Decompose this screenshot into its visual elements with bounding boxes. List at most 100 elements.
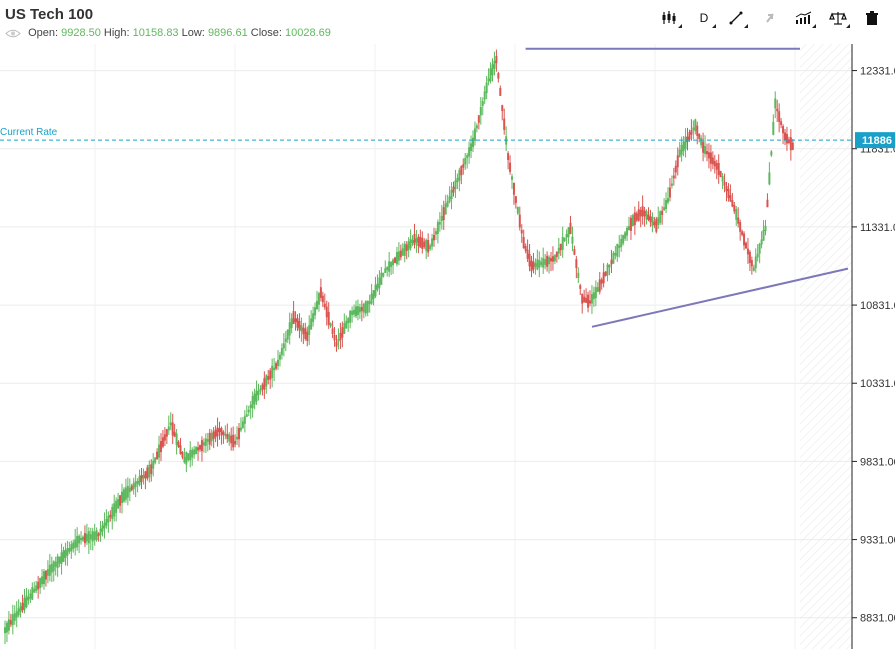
candle-body	[394, 257, 396, 263]
candle-body	[337, 338, 340, 342]
candle-body	[553, 255, 556, 262]
candle-body	[284, 338, 287, 343]
candle-body	[485, 82, 488, 94]
candle-body	[376, 283, 379, 290]
candle-body	[253, 393, 256, 405]
candle-body	[17, 608, 20, 616]
candle-body	[374, 284, 377, 297]
candle-body	[7, 619, 10, 631]
candle-body	[263, 378, 266, 390]
candle-body	[171, 422, 174, 436]
candlestick-icon[interactable]	[658, 8, 682, 28]
candle-body	[475, 125, 478, 129]
candle-body	[364, 301, 367, 314]
trash-icon[interactable]	[860, 8, 884, 28]
candle-body	[667, 198, 669, 203]
candle-body	[585, 297, 588, 303]
candle-body	[592, 292, 595, 300]
candle-body	[473, 128, 476, 141]
indicators-icon[interactable]	[792, 8, 816, 28]
candle-body	[21, 602, 24, 611]
candle-body	[690, 130, 693, 135]
candle-body	[444, 203, 447, 215]
candle-body	[511, 176, 513, 180]
candle-body	[191, 449, 194, 458]
candle-body	[306, 331, 309, 341]
candle-body	[312, 313, 315, 322]
candle-body	[522, 237, 525, 249]
candle-body	[228, 434, 231, 442]
link-icon[interactable]	[758, 8, 782, 28]
candle-body	[427, 240, 430, 253]
candle-body	[581, 294, 584, 304]
candle-body	[707, 152, 710, 159]
candle-body	[314, 307, 317, 316]
candle-body	[271, 365, 274, 379]
candle-body	[774, 98, 777, 109]
candle-body	[709, 152, 712, 164]
candle-body	[729, 195, 732, 202]
candle-body	[290, 318, 293, 329]
candle-body	[78, 535, 81, 544]
candle-body	[764, 225, 767, 232]
candle-body	[635, 213, 638, 221]
candle-body	[758, 243, 761, 254]
candle-body	[206, 439, 209, 442]
candle-body	[251, 395, 254, 409]
y-tick-label: 10831.0	[860, 300, 895, 312]
candle-body	[255, 390, 258, 402]
period-label: D	[699, 11, 709, 25]
ohlc-readout: Open: 9928.50 High: 10158.83 Low: 9896.6…	[5, 27, 331, 39]
period-button[interactable]: D	[692, 8, 716, 28]
candle-body	[530, 260, 533, 272]
candle-body	[460, 166, 463, 176]
candle-body	[349, 311, 352, 323]
draw-line-icon[interactable]	[724, 8, 748, 28]
candle-body	[195, 446, 198, 454]
candle-body	[512, 182, 515, 195]
candle-body	[434, 231, 437, 235]
candle-body	[267, 376, 270, 380]
candle-body	[436, 222, 439, 235]
candle-body	[41, 576, 44, 585]
candle-body	[241, 421, 244, 428]
candle-body	[70, 544, 73, 552]
candle-body	[448, 196, 451, 202]
candle-body	[454, 180, 457, 190]
candle-body	[466, 155, 469, 158]
candle-body	[629, 217, 632, 231]
candle-body	[316, 300, 318, 310]
candle-body	[456, 177, 459, 183]
candle-body	[222, 431, 225, 435]
candle-body	[678, 149, 681, 158]
trendlines[interactable]	[525, 47, 849, 328]
candle-body	[575, 259, 578, 269]
candle-body	[333, 335, 336, 341]
scale-icon[interactable]	[826, 8, 850, 28]
price-axis[interactable]: 12331.011831.011331.010831.010331.09831.…	[852, 66, 895, 625]
candle-body	[785, 133, 788, 144]
candle-body	[702, 141, 705, 153]
candle-body	[97, 533, 100, 537]
candle-body	[345, 320, 348, 329]
candle-body	[526, 249, 529, 259]
candle-body	[628, 226, 630, 231]
candle-body	[199, 445, 201, 450]
candle-body	[481, 100, 484, 106]
candle-body	[501, 105, 504, 112]
candle-body	[674, 165, 677, 173]
candle-body	[489, 68, 492, 82]
eye-icon[interactable]	[5, 29, 21, 38]
candle-body	[668, 187, 671, 198]
candle-body	[727, 188, 730, 199]
candle-body	[15, 611, 18, 618]
candle-body	[534, 263, 537, 267]
candle-body	[633, 212, 636, 226]
candle-body	[612, 252, 615, 264]
candle-body	[343, 323, 346, 334]
candlestick-chart[interactable]: 12331.011831.011331.010831.010331.09831.…	[0, 44, 895, 649]
chart-toolbar: D	[650, 8, 895, 30]
candle-body	[351, 310, 354, 315]
candle-body	[54, 561, 57, 567]
candle-body	[557, 247, 560, 254]
